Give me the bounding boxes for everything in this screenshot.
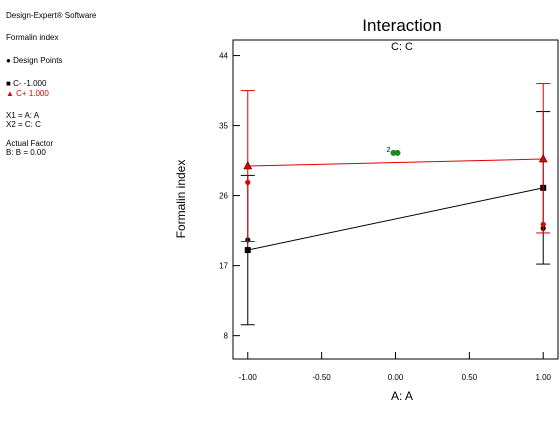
chart-title: Interaction [362,16,441,35]
y-tick-label: 35 [219,122,228,131]
x-tick-label: 0.50 [462,373,478,382]
design-points-legend: ● Design Points [6,56,62,65]
software-label: Design-Expert® Software [6,11,97,20]
c-plus-mean-marker [243,161,253,170]
x-axis-label: A: A [391,389,413,403]
x2-assignment: X2 = C: C [6,120,41,129]
c-plus-design-point [245,179,251,185]
actual-factor-heading: Actual Factor [6,139,54,148]
square-marker-icon: ■ [6,79,14,88]
c-plus-line [247,158,544,167]
c-minus-line [247,187,544,251]
triangle-marker-icon: ▲ [6,89,17,98]
actual-factor-b: B: B = 0.00 [6,148,46,157]
y-axis-label: Formalin index [174,160,188,239]
response-label: Formalin index [6,33,59,42]
y-tick-label: 17 [219,262,228,271]
center-design-point [394,149,401,156]
y-tick-label: 8 [224,332,229,341]
c-plus-mean-marker [538,154,548,163]
legend-c-plus: ▲ C+ 1.000 [6,89,49,98]
c-plus-design-point [540,221,546,227]
x1-assignment: X1 = A: A [6,111,40,120]
y-tick-label: 44 [219,52,228,61]
legend-c-minus: ■ C- -1.000 [6,79,46,88]
x-tick-label: 1.00 [535,373,551,382]
circle-marker-icon: ● [6,56,14,65]
y-tick-label: 26 [219,192,228,201]
legend-c-plus-label: C+ 1.000 [16,89,49,98]
x-tick-label: -1.00 [239,373,258,382]
x-tick-label: 0.00 [388,373,404,382]
legend-c-minus-label: C- -1.000 [13,79,47,88]
chart-subtitle: C: C [391,41,413,53]
design-points-label: Design Points [13,56,63,65]
center-point-count: 2 [387,147,391,154]
x-tick-label: -0.50 [313,373,332,382]
c-minus-mean-marker [244,247,251,254]
plot-frame [232,39,559,360]
